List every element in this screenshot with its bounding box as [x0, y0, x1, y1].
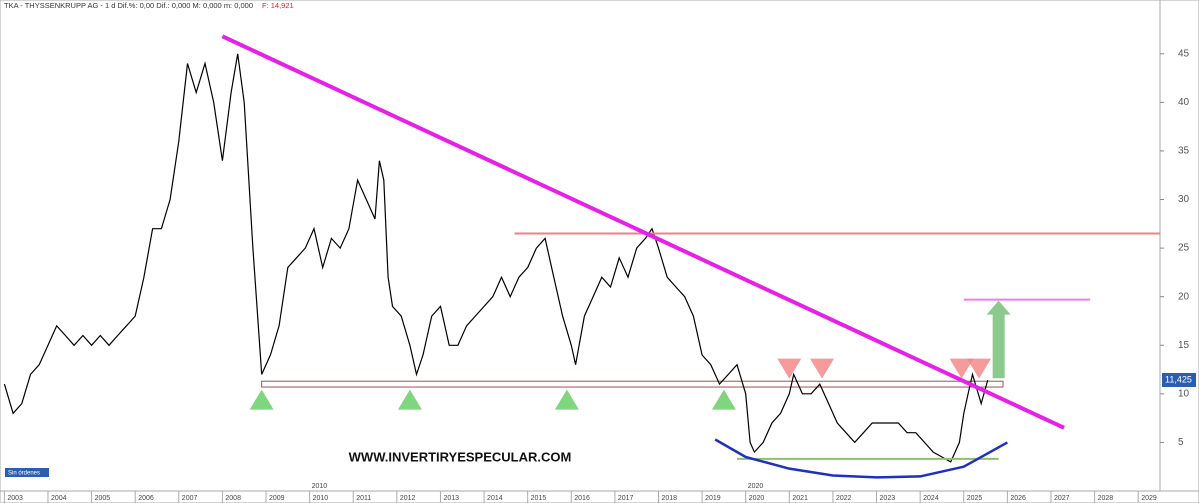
x-tick-label: 2006 — [138, 495, 154, 502]
y-tick-label: 25 — [1178, 243, 1190, 254]
y-tick-label: 45 — [1178, 48, 1190, 59]
era-label: 2010 — [312, 483, 328, 490]
x-tick-label: 2027 — [1054, 495, 1070, 502]
x-tick-label: 2015 — [531, 495, 547, 502]
x-tick-label: 2012 — [400, 495, 416, 502]
y-tick-label: 20 — [1178, 291, 1190, 302]
x-tick-label: 2020 — [749, 495, 765, 502]
era-label: 2020 — [748, 483, 764, 490]
x-tick-label: 2014 — [487, 495, 503, 502]
close-label: F: 14,921 — [262, 1, 294, 10]
x-tick-label: 2011 — [356, 495, 371, 502]
orders-label: Sin órdenes — [8, 471, 40, 477]
up-marker — [711, 389, 736, 410]
x-tick-label: 2025 — [967, 495, 983, 502]
up-marker — [397, 389, 422, 410]
y-tick-label: 35 — [1178, 146, 1190, 157]
y-tick-label: 30 — [1178, 194, 1190, 205]
y-tick-label: 40 — [1178, 97, 1190, 108]
x-tick-label: 2028 — [1098, 495, 1114, 502]
up-marker — [249, 389, 274, 410]
y-tick-label: 15 — [1178, 340, 1190, 351]
down-marker — [967, 358, 992, 379]
watermark: WWW.INVERTIRYESPECULAR.COM — [349, 449, 572, 464]
x-tick-label: 2022 — [836, 495, 852, 502]
base-curve — [714, 438, 1008, 479]
x-tick-label: 2017 — [618, 495, 634, 502]
price-axis — [1159, 0, 1199, 492]
x-tick-label: 2023 — [880, 495, 896, 502]
price-line — [3, 53, 989, 463]
y-tick-label: 10 — [1178, 388, 1190, 399]
x-tick-label: 2007 — [182, 495, 198, 502]
target-arrow — [986, 300, 1011, 379]
y-tick-label: 5 — [1178, 437, 1184, 448]
x-tick-label: 2003 — [7, 495, 23, 502]
x-tick-label: 2026 — [1010, 495, 1026, 502]
x-tick-label: 2008 — [225, 495, 241, 502]
plot-frame — [0, 0, 1161, 492]
x-tick-label: 2019 — [705, 495, 721, 502]
x-tick-label: 2004 — [51, 495, 67, 502]
x-tick-label: 2009 — [269, 495, 285, 502]
time-axis — [0, 490, 1199, 503]
orders-box — [5, 468, 49, 477]
x-tick-label: 2029 — [1141, 495, 1157, 502]
last-price-box — [1162, 372, 1196, 387]
x-tick-label: 2005 — [95, 495, 111, 502]
down-marker — [949, 358, 974, 379]
down-marker — [777, 358, 802, 379]
trend-line — [221, 34, 1065, 430]
support-band — [261, 380, 1004, 388]
chart-title: TKA - THYSSENKRUPP AG - 1 d Dif.%: 0,00 … — [4, 1, 253, 10]
x-tick-label: 2021 — [792, 495, 808, 502]
x-tick-label: 2013 — [443, 495, 459, 502]
x-tick-label: 2010 — [313, 495, 329, 502]
x-tick-label: 2024 — [923, 495, 939, 502]
up-marker — [554, 389, 579, 410]
down-marker — [810, 358, 835, 379]
x-tick-label: 2018 — [661, 495, 677, 502]
x-tick-label: 2016 — [574, 495, 590, 502]
last-price-label: 11,425 — [1165, 374, 1192, 384]
